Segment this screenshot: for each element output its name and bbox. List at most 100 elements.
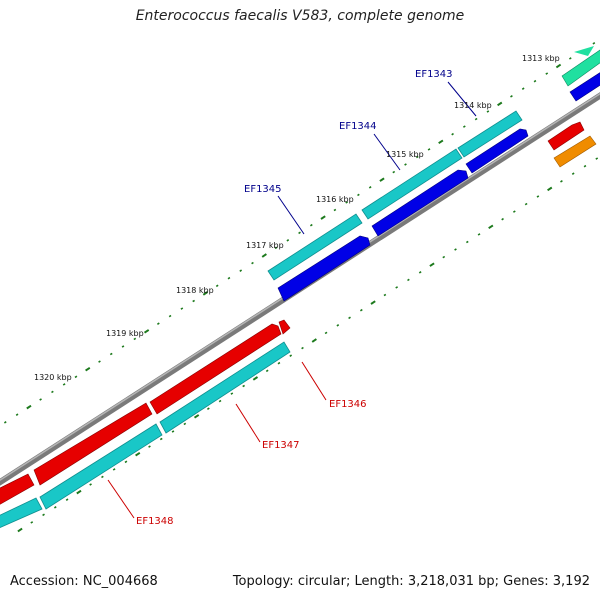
map-title: Enterococcus faecalis V583, complete gen… — [135, 8, 465, 24]
outer-ring-tick — [568, 57, 572, 60]
inner-ring-tick — [488, 224, 494, 230]
outer-ring-tick — [143, 329, 150, 334]
inner-ring-tick — [65, 498, 69, 501]
outer-ring-tick — [309, 223, 313, 227]
inner-ring-tick — [536, 195, 540, 198]
gene-ef1348-red-block[interactable] — [0, 473, 35, 510]
length-value: 3,218,031 bp — [407, 574, 495, 589]
inner-ring-tick — [501, 217, 504, 221]
inner-ring-tick — [560, 180, 563, 183]
inner-ring-tick — [193, 414, 200, 419]
inner-ring-tick — [53, 506, 57, 509]
outer-ring-tick — [39, 398, 42, 401]
outer-ring-tick — [451, 132, 454, 136]
cyan-gene-reverse-1[interactable] — [159, 341, 291, 434]
gene-ef1346-block[interactable] — [149, 323, 282, 415]
inner-ring-tick — [89, 483, 92, 486]
gene-label-ef1344[interactable]: EF1344 — [339, 121, 377, 132]
outer-ring-tick — [298, 231, 301, 235]
orange-gene-corner[interactable] — [553, 135, 597, 168]
topology-label: Topology: — [232, 574, 294, 589]
gene-ef1343-block[interactable] — [457, 110, 523, 158]
outer-tick-ring — [3, 42, 596, 424]
inner-ring-tick — [301, 346, 304, 350]
green-gene-arrow-tip — [574, 46, 594, 56]
length-label: Length: — [354, 574, 404, 589]
outer-ring-tick — [545, 72, 549, 75]
inner-ring-tick — [571, 172, 575, 175]
inner-ring-tick — [252, 376, 259, 381]
inner-ring-tick — [124, 460, 128, 464]
inner-ring-tick — [465, 240, 469, 244]
red-gene-small[interactable] — [278, 319, 291, 335]
inner-ring-tick — [407, 278, 410, 282]
outer-ring-tick — [62, 383, 66, 386]
inner-ring-tick — [112, 468, 116, 471]
gene-label-ef1346[interactable]: EF1346 — [329, 399, 367, 410]
inner-ring-tick — [30, 521, 34, 524]
inner-ring-tick — [336, 324, 340, 327]
scale-label-1316: 1316 kbp — [316, 195, 354, 204]
blue-gene-arrow-3[interactable] — [277, 235, 371, 302]
outer-ring-tick — [345, 201, 349, 204]
inner-ring-tick — [242, 384, 246, 388]
inner-ring-tick — [524, 202, 528, 206]
scale-label-1315: 1315 kbp — [386, 150, 424, 159]
gene-label-ef1345[interactable]: EF1345 — [244, 184, 282, 195]
inner-ring-tick — [454, 248, 457, 251]
outer-ring-tick — [274, 246, 278, 250]
scale-label-1320: 1320 kbp — [34, 373, 72, 382]
genes-label: Genes: — [503, 574, 549, 589]
red-gene-corner[interactable] — [547, 121, 585, 151]
outer-ring-tick — [261, 253, 267, 258]
blue-gene-corner[interactable] — [569, 70, 600, 102]
inner-ring-tick — [370, 300, 376, 305]
outer-ring-tick — [333, 208, 337, 212]
gene-label-ef1348[interactable]: EF1348 — [136, 516, 174, 527]
outer-ring-tick — [368, 186, 372, 189]
outer-ring-tick — [286, 239, 290, 242]
cyan-gene-reverse-2[interactable] — [39, 423, 163, 510]
outer-ring-tick — [215, 284, 219, 288]
inner-ring-tick — [159, 437, 163, 441]
outer-ring-tick — [427, 148, 431, 151]
outer-ring-tick — [180, 307, 184, 310]
outer-ring-tick — [555, 63, 562, 69]
gene-label-ef1343[interactable]: EF1343 — [415, 69, 453, 80]
outer-ring-tick — [404, 163, 407, 166]
gene-ef1344-block[interactable] — [361, 148, 463, 220]
accession-label: Accession: — [10, 574, 79, 589]
gene-label-ef1347[interactable]: EF1347 — [262, 440, 300, 451]
scale-label-1317: 1317 kbp — [246, 241, 284, 250]
blue-gene-arrow-1[interactable] — [465, 128, 529, 174]
genome-backbone — [0, 92, 600, 486]
blue-gene-arrow-2[interactable] — [371, 169, 469, 237]
inner-ring-tick — [206, 407, 210, 410]
leader-ef1344 — [373, 133, 401, 171]
outer-ring-tick — [26, 404, 32, 410]
gene-ef1345-block[interactable] — [267, 213, 363, 281]
inner-ring-tick — [101, 475, 104, 479]
inner-ring-tick — [17, 527, 23, 533]
cyan-gene-reverse-3[interactable] — [0, 497, 43, 532]
outer-ring-tick — [320, 215, 326, 220]
inner-ring-tick — [324, 331, 328, 335]
inner-ring-tick — [359, 308, 363, 312]
scale-label-1319: 1319 kbp — [106, 329, 144, 338]
green-gene-arrow[interactable] — [561, 49, 600, 87]
outer-ring-tick — [486, 110, 490, 113]
outer-ring-tick — [379, 177, 385, 182]
inner-ring-tick — [183, 422, 187, 426]
inner-ring-tick — [512, 210, 516, 213]
outer-ring-tick — [202, 291, 209, 296]
outer-ring-tick — [168, 314, 172, 318]
inner-ring-tick — [218, 399, 222, 403]
inner-tick-ring — [17, 157, 599, 533]
inner-ring-tick — [76, 489, 82, 495]
inner-ring-tick — [135, 451, 141, 457]
outer-ring-tick — [98, 360, 101, 363]
inner-ring-tick — [42, 513, 45, 517]
accession-info: Accession: NC_004668 — [10, 574, 158, 589]
gene-ef1347-red-block[interactable] — [33, 402, 153, 486]
